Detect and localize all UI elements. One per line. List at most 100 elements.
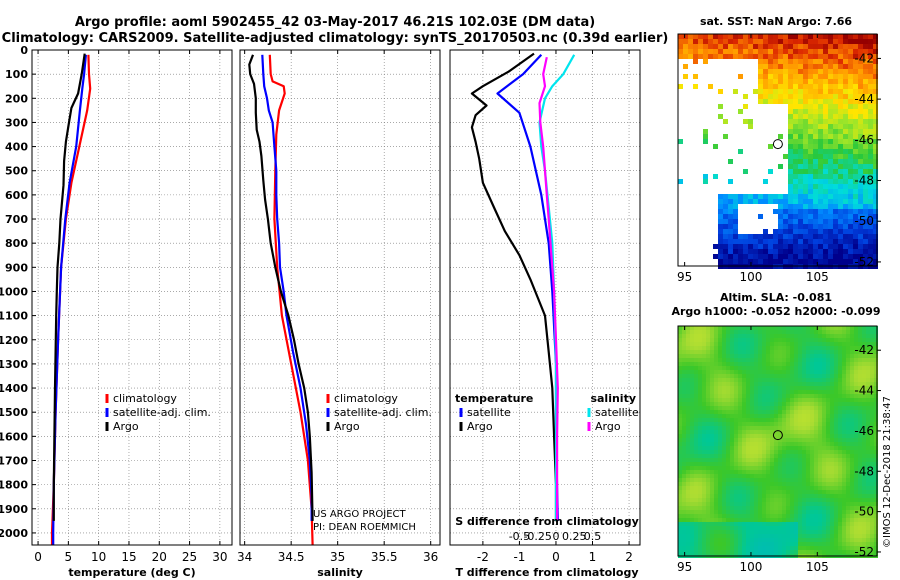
sst-cell bbox=[858, 69, 863, 74]
sla-cell bbox=[722, 458, 726, 462]
sst-cell bbox=[828, 204, 833, 209]
sla-cell bbox=[714, 406, 718, 410]
sla-cell bbox=[766, 374, 770, 378]
sla-cell bbox=[842, 426, 846, 430]
sla-cell bbox=[686, 390, 690, 394]
sst-cell bbox=[798, 209, 803, 214]
sst-cell bbox=[838, 109, 843, 114]
y-tick-label: 400 bbox=[5, 141, 28, 154]
sla-cell bbox=[698, 394, 702, 398]
sst-cell bbox=[828, 219, 833, 224]
sla-cell bbox=[826, 458, 830, 462]
sst-cell bbox=[823, 144, 828, 149]
sst-cell bbox=[868, 224, 873, 229]
sla-cell bbox=[838, 358, 842, 362]
sla-cell bbox=[854, 382, 858, 386]
legend-label: Argo bbox=[113, 420, 139, 433]
sla-cell bbox=[702, 414, 706, 418]
sst-cell bbox=[853, 184, 858, 189]
sla-cell bbox=[778, 506, 782, 510]
sst-cell bbox=[808, 39, 813, 44]
sla-cell bbox=[810, 490, 814, 494]
sst-cell bbox=[808, 89, 813, 94]
sst-cell bbox=[828, 224, 833, 229]
sst-cell bbox=[773, 89, 778, 94]
sla-cell bbox=[842, 434, 846, 438]
sla-cell bbox=[746, 442, 750, 446]
sst-cell bbox=[798, 254, 803, 259]
sla-cell bbox=[686, 530, 690, 534]
sla-cell bbox=[754, 494, 758, 498]
sst-cell bbox=[793, 254, 798, 259]
sla-cell bbox=[826, 398, 830, 402]
sla-cell bbox=[686, 386, 690, 390]
sla-cell bbox=[770, 454, 774, 458]
sla-cell bbox=[762, 342, 766, 346]
sla-cell bbox=[846, 446, 850, 450]
sla-cell bbox=[754, 410, 758, 414]
sla-cell bbox=[802, 386, 806, 390]
sla-cell bbox=[754, 478, 758, 482]
sla-cell bbox=[862, 346, 866, 350]
sla-cell bbox=[858, 354, 862, 358]
sla-cell bbox=[730, 538, 734, 542]
sst-cell bbox=[798, 214, 803, 219]
sla-cell bbox=[846, 442, 850, 446]
sla-cell bbox=[714, 414, 718, 418]
sst-cell bbox=[843, 154, 848, 159]
sla-cell bbox=[802, 462, 806, 466]
sla-cell bbox=[802, 550, 806, 554]
sla-cell bbox=[718, 510, 722, 514]
sla-cell bbox=[842, 542, 846, 546]
sst-cell bbox=[778, 254, 783, 259]
sst-cell bbox=[813, 189, 818, 194]
sla-cell bbox=[722, 358, 726, 362]
sla-cell bbox=[810, 538, 814, 542]
sla-cell bbox=[758, 438, 762, 442]
sst-cell bbox=[738, 259, 743, 264]
sla-cell bbox=[750, 378, 754, 382]
sst-cell bbox=[733, 49, 738, 54]
sla-cell bbox=[858, 414, 862, 418]
sla-cell bbox=[782, 542, 786, 546]
sst-cell bbox=[798, 199, 803, 204]
sla-cell bbox=[686, 406, 690, 410]
sst-cell bbox=[853, 179, 858, 184]
sla-cell bbox=[718, 514, 722, 518]
sst-cell bbox=[798, 169, 803, 174]
sla-cell bbox=[766, 342, 770, 346]
sla-cell bbox=[762, 390, 766, 394]
sla-cell bbox=[806, 374, 810, 378]
sla-cell bbox=[778, 546, 782, 550]
sla-cell bbox=[822, 386, 826, 390]
sla-cell bbox=[770, 542, 774, 546]
sla-cell bbox=[754, 514, 758, 518]
sla-cell bbox=[818, 402, 822, 406]
sla-cell bbox=[722, 330, 726, 334]
sla-cell bbox=[762, 418, 766, 422]
sla-cell bbox=[698, 478, 702, 482]
sst-cell bbox=[818, 249, 823, 254]
sla-cell bbox=[810, 550, 814, 554]
sla-cell bbox=[778, 502, 782, 506]
sla-cell bbox=[842, 538, 846, 542]
sst-cell bbox=[718, 249, 723, 254]
sla-cell bbox=[866, 506, 870, 510]
sla-cell bbox=[870, 438, 874, 442]
sst-cell bbox=[688, 39, 693, 44]
sla-cell bbox=[818, 414, 822, 418]
sla-cell bbox=[766, 438, 770, 442]
sst-cell bbox=[748, 39, 753, 44]
sla-cell bbox=[690, 490, 694, 494]
x-tick-label: 34.5 bbox=[278, 550, 305, 564]
sla-cell bbox=[874, 406, 878, 410]
sla-cell bbox=[842, 546, 846, 550]
sla-cell bbox=[818, 342, 822, 346]
sst-cell bbox=[808, 244, 813, 249]
sst-cell bbox=[843, 59, 848, 64]
sla-cell bbox=[834, 442, 838, 446]
sla-cell bbox=[698, 390, 702, 394]
sla-cell bbox=[794, 518, 798, 522]
sla-cell bbox=[830, 438, 834, 442]
y-tick-label: 200 bbox=[5, 92, 28, 105]
